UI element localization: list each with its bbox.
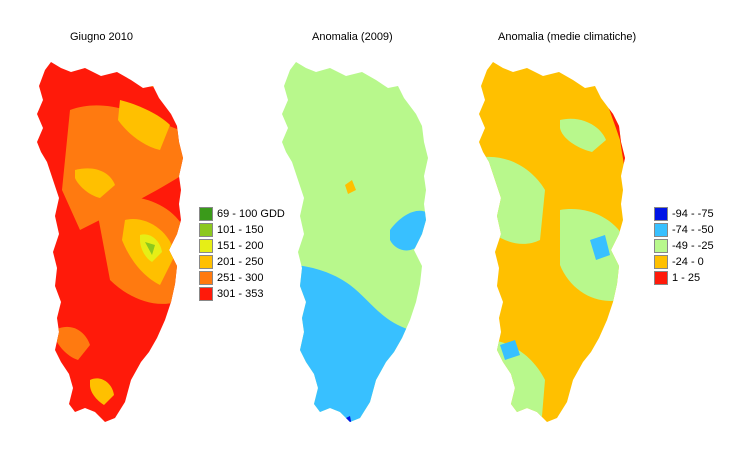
legend-item: 69 - 100 GDD bbox=[199, 206, 285, 222]
legend-label: 69 - 100 GDD bbox=[217, 208, 285, 220]
map-title-giugno: Giugno 2010 bbox=[70, 31, 133, 43]
legend-swatch bbox=[199, 239, 213, 253]
legend-label: -74 - -50 bbox=[672, 224, 714, 236]
legend-swatch bbox=[654, 207, 668, 221]
legend-swatch bbox=[654, 271, 668, 285]
map-title-anomalia-medie: Anomalia (medie climatiche) bbox=[498, 31, 637, 43]
legend-swatch bbox=[654, 223, 668, 237]
legend-giugno: 69 - 100 GDD 101 - 150 151 - 200 201 - 2… bbox=[199, 206, 285, 302]
legend-item: 101 - 150 bbox=[199, 222, 285, 238]
legend-swatch bbox=[199, 287, 213, 301]
legend-label: -49 - -25 bbox=[672, 240, 714, 252]
map-giugno-2010 bbox=[37, 62, 183, 422]
legend-anomalia-medie: -94 - -75 -74 - -50 -49 - -25 -24 - 0 1 … bbox=[654, 206, 714, 286]
legend-label: 101 - 150 bbox=[217, 224, 264, 236]
map-anomalia-2009 bbox=[282, 62, 428, 422]
legend-item: -74 - -50 bbox=[654, 222, 714, 238]
legend-swatch bbox=[199, 207, 213, 221]
legend-label: -24 - 0 bbox=[672, 256, 704, 268]
legend-item: 1 - 25 bbox=[654, 270, 714, 286]
legend-label: 301 - 353 bbox=[217, 288, 264, 300]
legend-label: 151 - 200 bbox=[217, 240, 264, 252]
legend-item: 151 - 200 bbox=[199, 238, 285, 254]
legend-swatch bbox=[654, 255, 668, 269]
legend-item: -94 - -75 bbox=[654, 206, 714, 222]
legend-item: 251 - 300 bbox=[199, 270, 285, 286]
legend-swatch bbox=[199, 255, 213, 269]
legend-label: 1 - 25 bbox=[672, 272, 701, 284]
map-anomalia-medie bbox=[479, 62, 625, 422]
legend-label: -94 - -75 bbox=[672, 208, 714, 220]
legend-swatch bbox=[199, 271, 213, 285]
legend-item: -49 - -25 bbox=[654, 238, 714, 254]
legend-item: -24 - 0 bbox=[654, 254, 714, 270]
legend-label: 201 - 250 bbox=[217, 256, 264, 268]
legend-swatch bbox=[654, 239, 668, 253]
legend-swatch bbox=[199, 223, 213, 237]
legend-label: 251 - 300 bbox=[217, 272, 264, 284]
map-title-anomalia-2009: Anomalia (2009) bbox=[312, 31, 393, 43]
legend-item: 201 - 250 bbox=[199, 254, 285, 270]
legend-item: 301 - 353 bbox=[199, 286, 285, 302]
